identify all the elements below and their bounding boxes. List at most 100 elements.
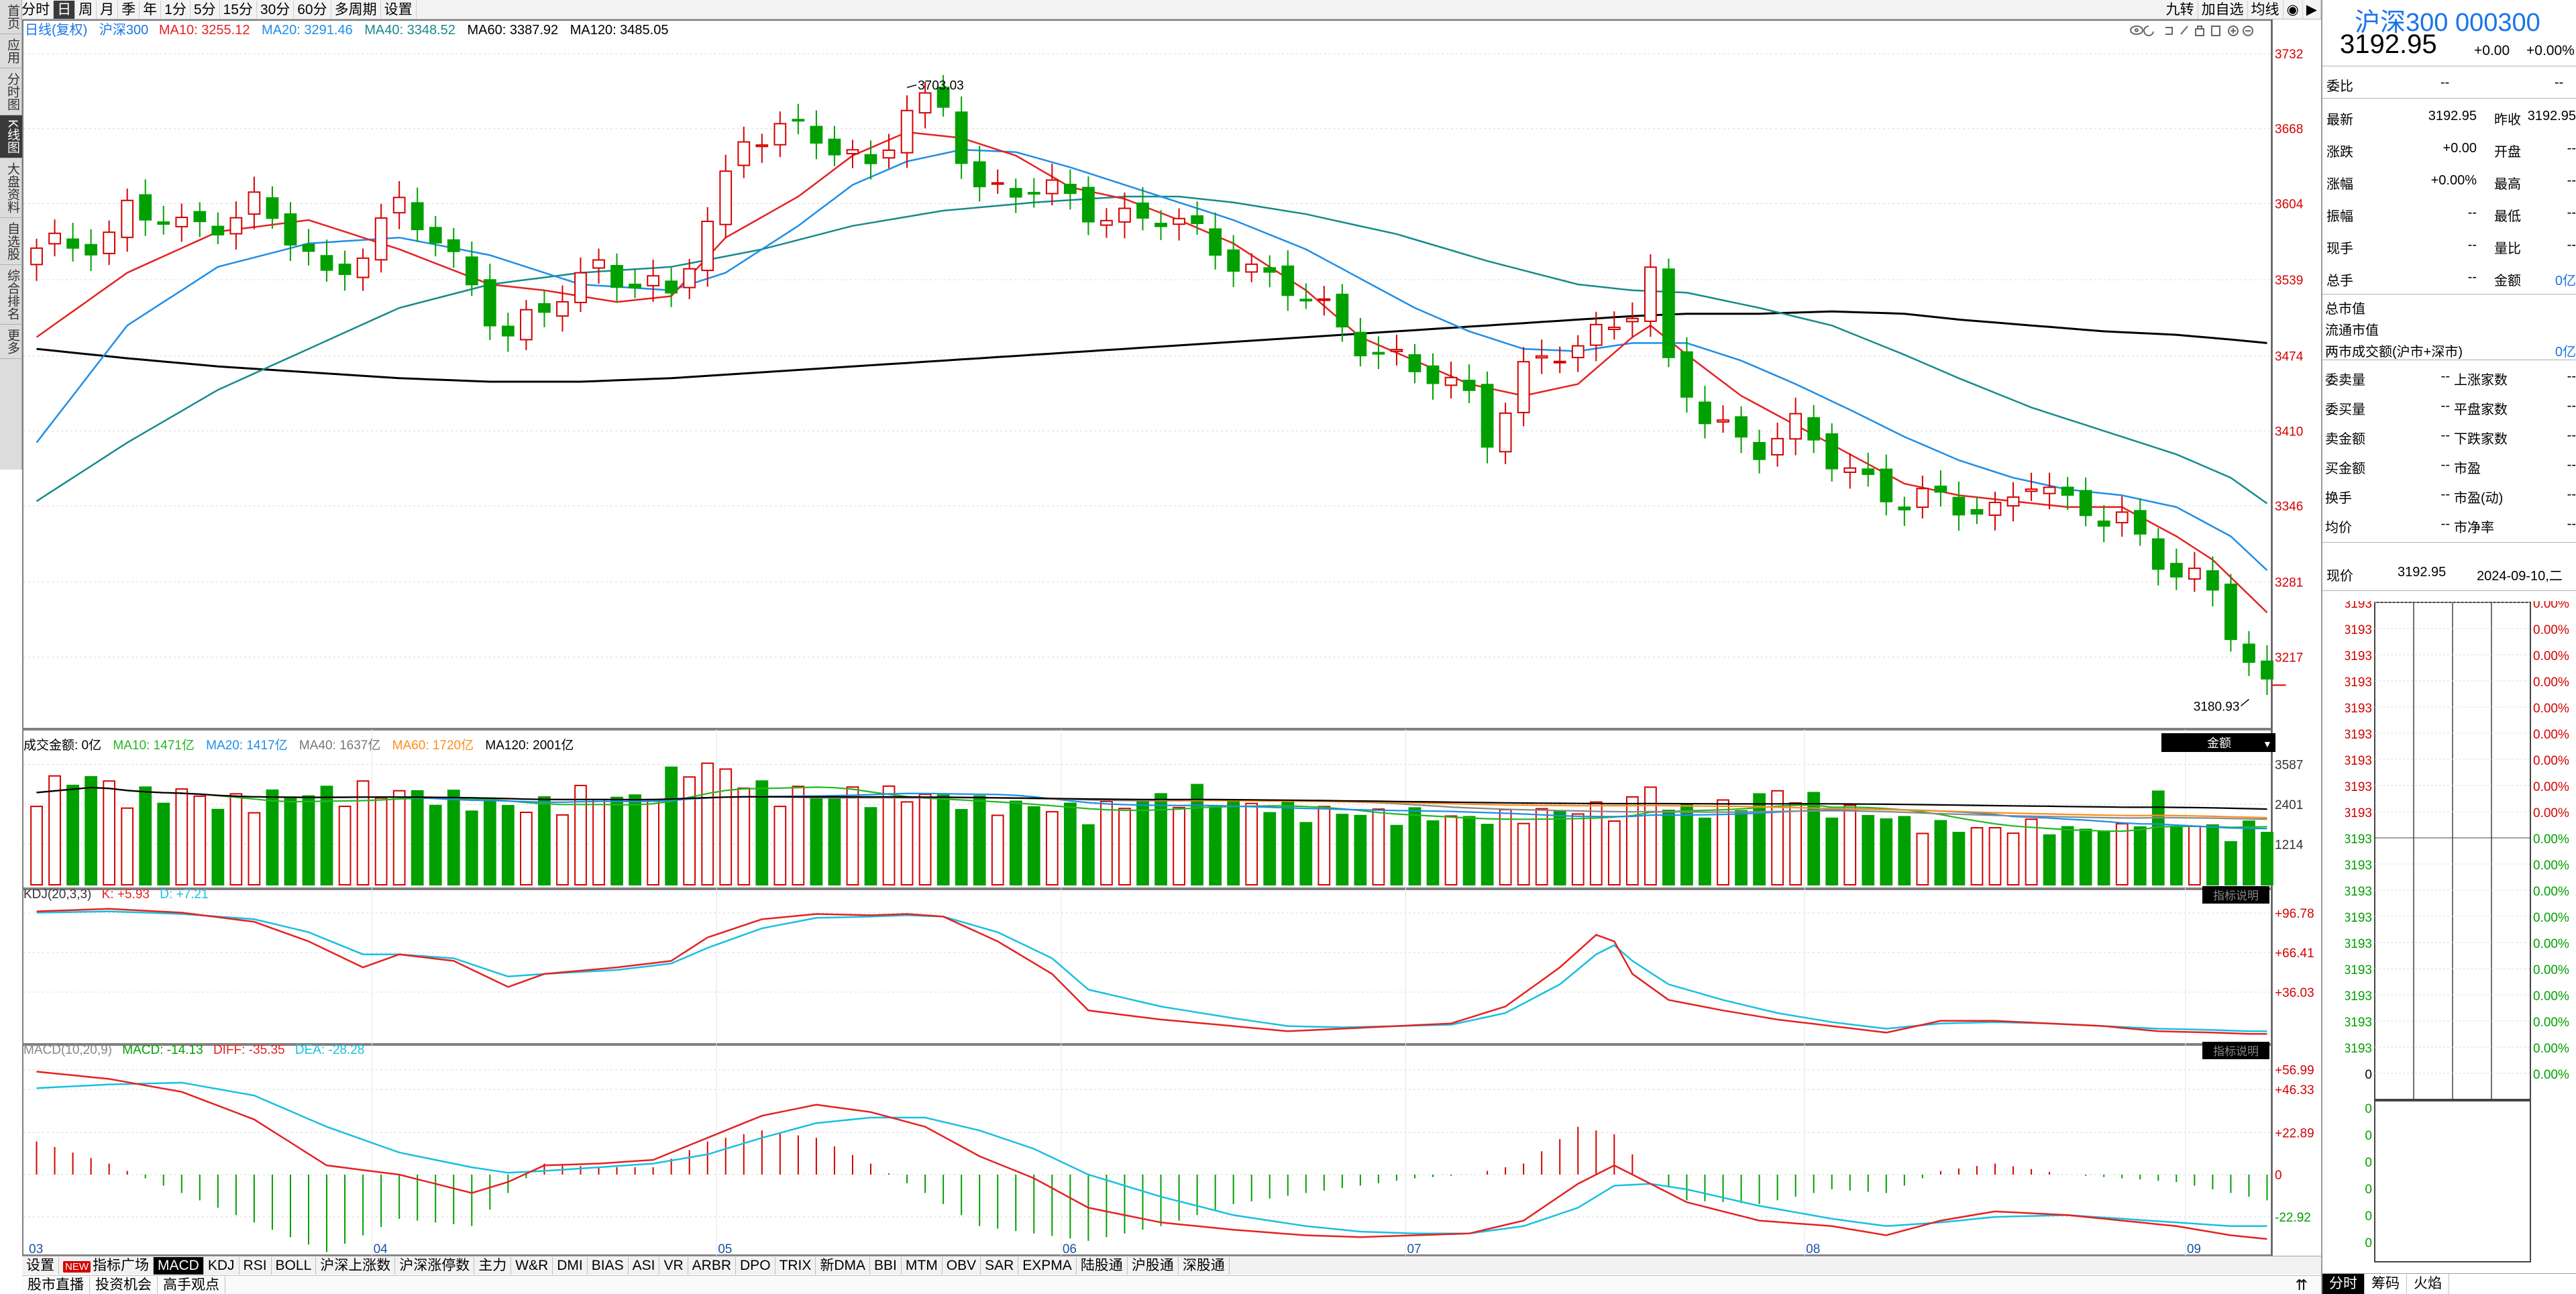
indicator-tab-3[interactable]: KDJ bbox=[204, 1256, 239, 1275]
lock-icon[interactable] bbox=[2195, 25, 2204, 36]
volume-bar bbox=[2151, 790, 2165, 886]
now-value: 3192.95 bbox=[2398, 565, 2447, 580]
panel-tab-0[interactable]: 分时 bbox=[2322, 1274, 2365, 1294]
chart-icon-toolbar[interactable] bbox=[2130, 25, 2253, 36]
bottom-link-1[interactable]: 投资机会 bbox=[90, 1276, 158, 1294]
indicator-tab-22[interactable]: EXPMA bbox=[1018, 1256, 1077, 1275]
candle bbox=[2151, 528, 2165, 586]
period-button-8[interactable]: 5分 bbox=[191, 0, 220, 19]
period-button-2[interactable]: 日 bbox=[54, 0, 76, 19]
indicator-tab-0[interactable]: 设置 bbox=[22, 1256, 59, 1275]
candle bbox=[248, 176, 261, 229]
macd-help-label[interactable]: 指标说明 bbox=[2213, 1045, 2259, 1058]
period-button-1[interactable]: 分时 bbox=[18, 0, 54, 19]
indicator-tab-19[interactable]: MTM bbox=[902, 1256, 943, 1275]
period-button-6[interactable]: 年 bbox=[140, 0, 162, 19]
indicator-tab-17[interactable]: 新DMA bbox=[816, 1256, 871, 1275]
period-button-11[interactable]: 60分 bbox=[294, 0, 331, 19]
indicator-tab-18[interactable]: BBI bbox=[870, 1256, 902, 1275]
bottom-link-2[interactable]: 高手观点 bbox=[158, 1276, 225, 1294]
period-button-3[interactable]: 周 bbox=[75, 0, 97, 19]
indicator-tab-8[interactable]: 主力 bbox=[474, 1256, 512, 1275]
indicator-tab-6[interactable]: 沪深上涨数 bbox=[316, 1256, 396, 1275]
indicator-tab-23[interactable]: 陆股通 bbox=[1077, 1256, 1128, 1275]
period-button-13[interactable]: 设置 bbox=[381, 0, 417, 19]
sidebar-item-6[interactable]: 综合排名 bbox=[0, 265, 22, 325]
period-button-5[interactable]: 季 bbox=[118, 0, 140, 19]
sidebar-item-4[interactable]: 大盘资料 bbox=[0, 158, 22, 218]
bottom-link-0[interactable]: 股市直播 bbox=[22, 1276, 90, 1294]
indicator-tab-24[interactable]: 沪股通 bbox=[1128, 1256, 1179, 1275]
indicator-tab-7[interactable]: 沪深涨停数 bbox=[395, 1256, 475, 1275]
volume-bar bbox=[1372, 808, 1385, 885]
dropdown-icon[interactable]: ▼ bbox=[2263, 739, 2272, 749]
panel-tab-2[interactable]: 火焰 bbox=[2407, 1274, 2449, 1294]
candle bbox=[2043, 472, 2056, 510]
volume-selector-label[interactable]: 金额 bbox=[2207, 737, 2231, 750]
indicator-tab-10[interactable]: DMI bbox=[553, 1256, 588, 1275]
zoom-out-icon[interactable] bbox=[2243, 25, 2253, 36]
expand-up-icon[interactable]: ⇈ bbox=[2295, 1276, 2308, 1293]
toolbar-right-button-4[interactable]: ▶ bbox=[2303, 0, 2321, 19]
indicator-tab-5[interactable]: BOLL bbox=[272, 1256, 317, 1275]
mini-price-label: 3193 bbox=[2345, 832, 2372, 847]
period-button-9[interactable]: 15分 bbox=[220, 0, 257, 19]
indicator-tab-13[interactable]: VR bbox=[659, 1256, 688, 1275]
sidebar-item-1[interactable]: 应用 bbox=[0, 34, 22, 68]
volume-bar bbox=[846, 786, 859, 886]
panel-tab-1[interactable]: 筹码 bbox=[2365, 1274, 2407, 1294]
sidebar-item-7[interactable]: 更多 bbox=[0, 325, 22, 359]
kdj-help-tag[interactable]: 指标说明 bbox=[2202, 886, 2269, 904]
indicator-tab-9[interactable]: W&R bbox=[511, 1256, 553, 1275]
indicator-tab-21[interactable]: SAR bbox=[981, 1256, 1019, 1275]
period-button-7[interactable]: 1分 bbox=[161, 0, 191, 19]
stat-row-5: 均价 -- 市净率 -- bbox=[2322, 508, 2576, 538]
sidebar-item-0[interactable]: 首页 bbox=[0, 0, 22, 34]
indicator-tab-label: BIAS bbox=[591, 1257, 624, 1273]
macd-help-tag[interactable]: 指标说明 bbox=[2202, 1042, 2269, 1059]
toolbar-right-button-3[interactable]: ◉ bbox=[2284, 0, 2303, 19]
quote-label-2: 最低 bbox=[2494, 209, 2521, 224]
mini-pct-label: 0.00% bbox=[2533, 623, 2569, 637]
indicator-tab-4[interactable]: RSI bbox=[239, 1256, 272, 1275]
indicator-tab-15[interactable]: DPO bbox=[736, 1256, 775, 1275]
toolbar-right-button-1[interactable]: 加自选 bbox=[2198, 0, 2248, 19]
sidebar-item-5[interactable]: 自选股 bbox=[0, 218, 22, 265]
indicator-tab-25[interactable]: 深股通 bbox=[1179, 1256, 1230, 1275]
volume-tick-label: 3587 bbox=[2275, 759, 2303, 773]
kdj-help-label[interactable]: 指标说明 bbox=[2213, 889, 2259, 902]
indicator-tab-12[interactable]: ASI bbox=[629, 1256, 660, 1275]
kline-chart[interactable]: 3732 3668 3604 3539 3474 3410 3346 3281 3217 3587… bbox=[22, 19, 2321, 1256]
zoom-in-icon[interactable] bbox=[2228, 25, 2239, 36]
indicator-tab-label: BOLL bbox=[275, 1257, 312, 1273]
indicator-tab-1[interactable]: NEW 指标广场 bbox=[59, 1256, 154, 1275]
sidebar-item-3[interactable]: K线图 bbox=[0, 115, 22, 158]
volume-bar bbox=[1209, 806, 1222, 885]
mini-pct-label: 0.00% bbox=[2533, 702, 2569, 716]
undo-icon[interactable] bbox=[2165, 27, 2173, 35]
period-button-12[interactable]: 多周期 bbox=[331, 0, 381, 19]
candle bbox=[211, 212, 225, 244]
eye-icon[interactable] bbox=[2130, 25, 2143, 35]
indicator-tab-2[interactable]: MACD bbox=[154, 1256, 204, 1275]
volume-bar bbox=[447, 790, 460, 885]
price-annotation: 3703.03 bbox=[918, 79, 964, 93]
refresh-icon[interactable] bbox=[2143, 25, 2154, 36]
sidebar-item-2[interactable]: 分时图 bbox=[0, 68, 22, 115]
candle bbox=[955, 96, 968, 179]
quote-row-0: 最新 3192.95 昨收 3192.95 bbox=[2322, 101, 2576, 130]
delete-icon[interactable] bbox=[2211, 25, 2220, 36]
indicator-tab-14[interactable]: ARBR bbox=[688, 1256, 737, 1275]
toolbar-right-button-0[interactable]: 九转 bbox=[2163, 0, 2198, 19]
period-button-10[interactable]: 30分 bbox=[257, 0, 294, 19]
candle bbox=[1191, 201, 1203, 235]
draw-icon[interactable] bbox=[2180, 25, 2188, 35]
candle bbox=[2261, 645, 2273, 696]
toolbar-right-button-2[interactable]: 均线 bbox=[2248, 0, 2284, 19]
indicator-tab-16[interactable]: TRIX bbox=[775, 1256, 816, 1275]
volume-bar bbox=[356, 780, 370, 885]
indicator-tab-20[interactable]: OBV bbox=[943, 1256, 981, 1275]
volume-selector[interactable]: 金额 ▼ bbox=[2161, 733, 2275, 752]
indicator-tab-11[interactable]: BIAS bbox=[588, 1256, 629, 1275]
period-button-4[interactable]: 月 bbox=[97, 0, 119, 19]
